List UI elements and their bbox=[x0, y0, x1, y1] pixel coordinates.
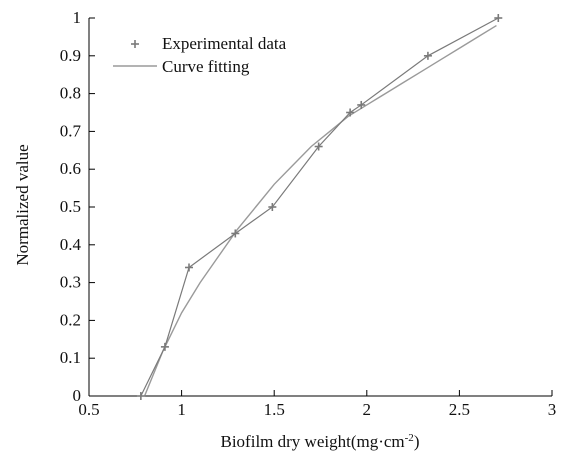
y-tick-label: 0.7 bbox=[60, 121, 82, 140]
x-tick-label: 3 bbox=[548, 400, 557, 419]
legend-label-experimental: Experimental data bbox=[162, 34, 287, 53]
data-point-experimental bbox=[136, 392, 145, 400]
data-point-experimental bbox=[160, 342, 169, 351]
y-tick-label: 0.1 bbox=[60, 348, 81, 367]
x-axis-ticks: 0.5 1 1.5 2 2.5 3 bbox=[78, 390, 556, 419]
y-tick-label: 1 bbox=[73, 8, 82, 27]
x-axis-title: Biofilm dry weight(mg·cm-2) bbox=[221, 432, 420, 451]
data-point-experimental bbox=[494, 14, 503, 22]
y-tick-label: 0.6 bbox=[60, 159, 81, 178]
x-tick-label: 0.5 bbox=[78, 400, 99, 419]
y-tick-label: 0.3 bbox=[60, 273, 81, 292]
data-point-experimental bbox=[231, 229, 240, 238]
x-tick-label: 1 bbox=[177, 400, 186, 419]
series-layer bbox=[136, 14, 503, 400]
data-point-experimental bbox=[357, 100, 366, 109]
data-point-experimental bbox=[346, 108, 355, 117]
data-point-experimental bbox=[423, 51, 432, 60]
legend-marker-experimental bbox=[131, 40, 139, 48]
y-tick-label: 0.2 bbox=[60, 310, 81, 329]
series-experimental-line bbox=[140, 17, 499, 397]
series-curve-fitting bbox=[143, 24, 497, 397]
y-axis-title: Normalized value bbox=[13, 144, 32, 265]
y-axis-ticks: 0 0.1 0.2 0.3 0.4 0.5 0.6 0.7 0.8 0.9 1 bbox=[60, 8, 95, 405]
y-tick-label: 0 bbox=[73, 386, 82, 405]
data-point-experimental bbox=[185, 263, 194, 272]
x-tick-label: 2 bbox=[363, 400, 372, 419]
x-tick-label: 1.5 bbox=[264, 400, 285, 419]
y-tick-label: 0.9 bbox=[60, 46, 81, 65]
data-point-experimental bbox=[268, 203, 277, 211]
y-tick-label: 0.4 bbox=[60, 235, 82, 254]
x-tick-label: 2.5 bbox=[449, 400, 470, 419]
legend-label-curve-fitting: Curve fitting bbox=[162, 57, 250, 76]
y-tick-label: 0.5 bbox=[60, 197, 81, 216]
y-tick-label: 0.8 bbox=[60, 84, 81, 103]
plot-frame bbox=[88, 18, 552, 397]
legend: Experimental data Curve fitting bbox=[113, 34, 287, 76]
data-point-experimental bbox=[314, 142, 323, 151]
